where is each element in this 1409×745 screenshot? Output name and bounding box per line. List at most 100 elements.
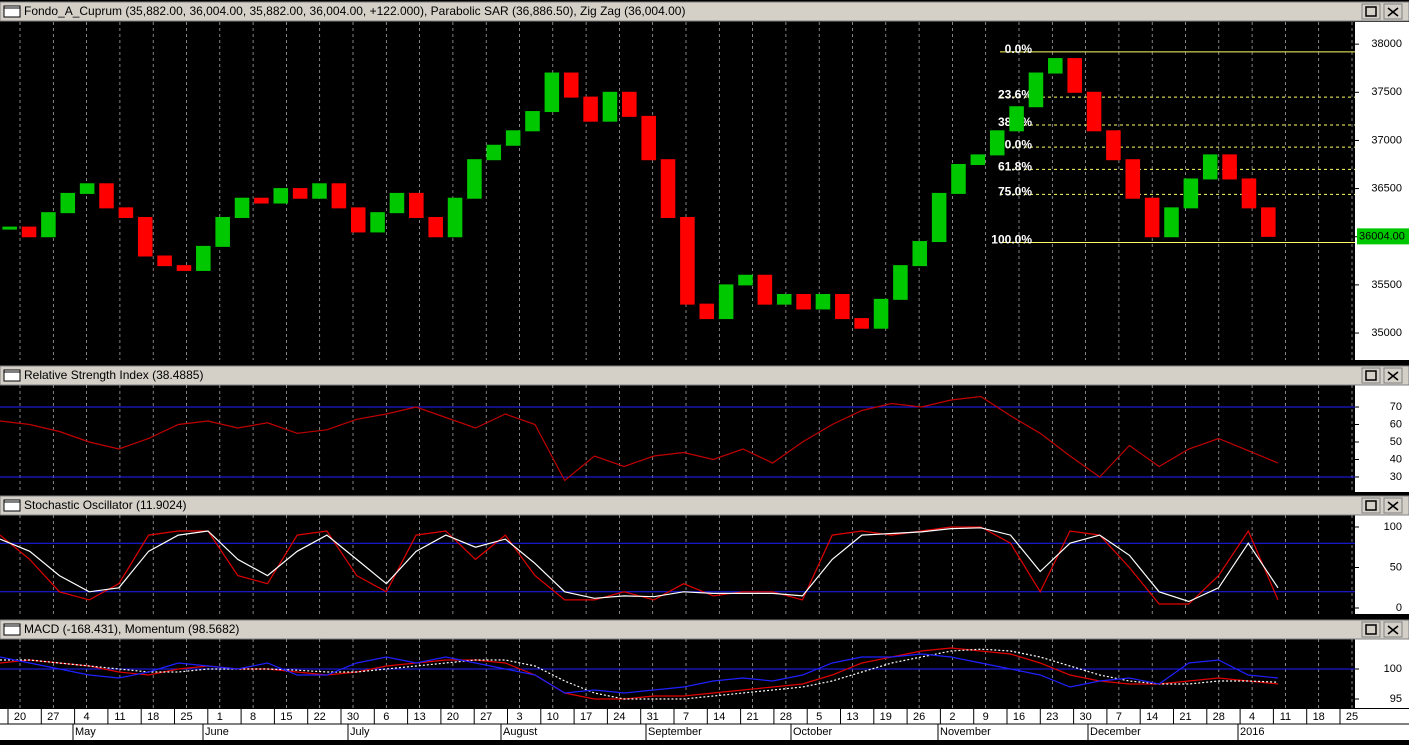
indicator-line xyxy=(0,395,1279,482)
y-tick-label: 50 xyxy=(1390,561,1402,573)
candle xyxy=(1144,197,1160,238)
x-tick-label: 5 xyxy=(816,711,822,723)
fib-label: 100.0% xyxy=(991,233,1032,247)
pane-header xyxy=(0,365,1409,386)
candle xyxy=(680,216,695,305)
candle xyxy=(21,226,37,238)
pane-icon xyxy=(3,369,21,382)
x-tick-label: 13 xyxy=(413,711,425,723)
candle xyxy=(389,192,405,214)
pane-background xyxy=(0,385,1355,492)
indicator-line xyxy=(0,653,1279,694)
x-tick-label: 25 xyxy=(1346,711,1358,723)
pane-title: Stochastic Oscillator (11.9024) xyxy=(24,498,187,512)
candle xyxy=(1028,72,1044,108)
candle xyxy=(544,72,560,113)
x-tick-label: 31 xyxy=(647,711,659,723)
candle xyxy=(776,294,792,305)
y-tick-label: 37500 xyxy=(1371,86,1402,98)
pane-background xyxy=(0,22,1355,360)
indicator-line xyxy=(0,648,1279,700)
candle xyxy=(428,216,443,238)
x-tick-label: 30 xyxy=(347,711,359,723)
maximize-icon xyxy=(1365,6,1377,17)
candle xyxy=(854,318,869,329)
candle xyxy=(41,212,56,238)
x-tick-label: 20 xyxy=(14,711,26,723)
candle xyxy=(137,216,153,257)
month-label: July xyxy=(350,726,370,738)
x-tick-label: 15 xyxy=(280,711,292,723)
candle xyxy=(1261,207,1276,237)
x-tick-label: 18 xyxy=(1313,711,1325,723)
maximize-icon xyxy=(1365,500,1377,511)
x-tick-label: 13 xyxy=(846,711,858,723)
candle xyxy=(1067,58,1082,93)
candle xyxy=(2,226,17,230)
x-tick-label: 11 xyxy=(114,711,125,723)
candle xyxy=(1202,154,1218,180)
y-tick-label: 38000 xyxy=(1371,38,1402,50)
fib-label: 50.0% xyxy=(998,137,1032,151)
y-tick-label: 30 xyxy=(1390,471,1402,483)
candle xyxy=(563,72,579,98)
x-tick-label: 20 xyxy=(447,711,459,723)
candle xyxy=(486,144,502,161)
candle xyxy=(292,188,308,199)
pane-icon xyxy=(3,623,21,636)
x-tick-label: 7 xyxy=(1116,711,1122,723)
x-tick-label: 6 xyxy=(383,711,389,723)
x-tick-label: 22 xyxy=(314,711,326,723)
month-label: May xyxy=(75,726,96,738)
pane-title: Relative Strength Index (38.4885) xyxy=(24,368,203,382)
candle xyxy=(893,265,908,300)
x-tick-label: 8 xyxy=(250,711,256,723)
y-tick-label: 60 xyxy=(1390,418,1402,430)
candle xyxy=(970,154,986,166)
axis-background xyxy=(1355,22,1409,360)
pane-icon xyxy=(3,5,21,18)
x-tick-label: 27 xyxy=(47,711,59,723)
candle xyxy=(467,159,482,199)
y-tick-label: 100 xyxy=(1384,663,1402,675)
last-price-box xyxy=(1357,228,1409,245)
y-tick-label: 37000 xyxy=(1371,134,1402,146)
candle xyxy=(951,164,966,194)
candle xyxy=(873,298,889,329)
candle xyxy=(79,183,95,194)
maximize-icon xyxy=(1365,370,1377,381)
candle xyxy=(118,207,134,218)
y-tick-label: 70 xyxy=(1390,401,1402,413)
x-tick-label: 28 xyxy=(1213,711,1225,723)
candle xyxy=(660,159,676,218)
x-tick-label: 16 xyxy=(1013,711,1025,723)
x-tick-label: 27 xyxy=(480,711,492,723)
candle xyxy=(60,192,76,214)
y-tick-label: 35000 xyxy=(1371,327,1402,339)
close-icon xyxy=(1387,501,1399,511)
month-label: 2016 xyxy=(1240,726,1264,738)
y-tick-label: 35500 xyxy=(1371,279,1402,291)
candle xyxy=(1125,159,1141,199)
x-tick-label: 23 xyxy=(1046,711,1058,723)
pane-header xyxy=(0,1,1409,22)
x-tick-label: 26 xyxy=(913,711,925,723)
candle xyxy=(350,207,366,233)
x-tick-label: 1 xyxy=(217,711,223,723)
pane-background xyxy=(0,639,1355,708)
candle xyxy=(1183,178,1199,209)
candle xyxy=(331,183,347,209)
candle xyxy=(912,241,928,267)
x-tick-label: 25 xyxy=(180,711,192,723)
candle xyxy=(1086,91,1102,132)
pane-title: MACD (-168.431), Momentum (98.5682) xyxy=(24,622,239,636)
candle xyxy=(835,294,850,320)
close-icon xyxy=(1387,371,1399,381)
axis-background xyxy=(1355,515,1409,614)
fib-label: 23.6% xyxy=(998,87,1032,101)
candle xyxy=(525,111,540,132)
candle xyxy=(931,192,947,243)
candle xyxy=(989,130,1005,156)
x-tick-label: 28 xyxy=(780,711,792,723)
